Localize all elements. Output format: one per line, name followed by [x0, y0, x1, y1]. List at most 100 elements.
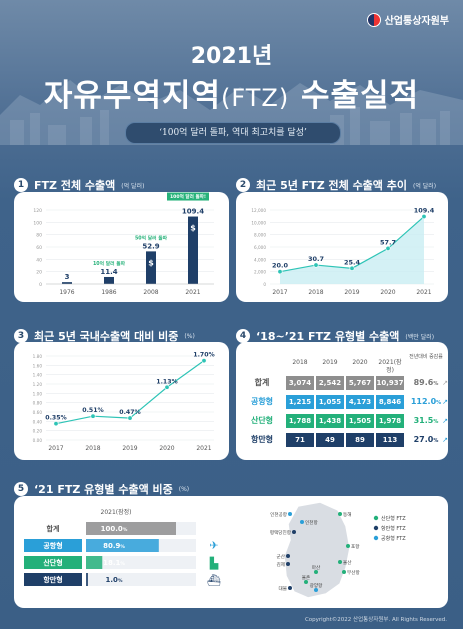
section-unit: (백만 달러) [405, 333, 435, 341]
section-title: ‘18~’21 FTZ 유형별 수출액 [256, 330, 400, 343]
map-marker [314, 588, 318, 592]
rate-unit: % [433, 438, 439, 444]
table-cell: 1,978 [376, 414, 404, 428]
y-tick-label: 20 [36, 270, 42, 276]
data-label: 30.7 [308, 255, 324, 263]
section-3-header: 3 최근 5년 국내수출액 대비 비중 (%) [14, 328, 195, 344]
bar [104, 276, 114, 284]
x-tick-label: 2008 [143, 289, 158, 296]
map-marker [342, 570, 346, 574]
map-label: 김제 [277, 561, 285, 568]
y-tick-label: 12,000 [251, 208, 266, 213]
annotation-text: 50억 달러 돌파 [135, 234, 168, 241]
rate-value: 31.5 [413, 416, 434, 425]
table-cell: 49 [316, 433, 344, 447]
annotation-badge [167, 192, 209, 201]
table-cell: 113 [376, 433, 404, 447]
row-label: 합계 [254, 378, 270, 387]
data-point [349, 265, 355, 271]
up-arrow-icon: ↗ [442, 436, 448, 444]
area-fill [280, 216, 424, 284]
y-tick-label: 1.60 [33, 363, 43, 368]
map-label: 부산항 [347, 569, 360, 576]
x-tick-label: 2020 [380, 289, 395, 296]
data-label: 18.1% [103, 559, 125, 567]
data-point [164, 384, 170, 390]
y-tick-label: 80 [36, 233, 42, 239]
row-label-bg [24, 556, 82, 569]
up-arrow-icon: ↗ [442, 398, 448, 406]
data-label: 11.4 [100, 268, 117, 276]
bar [188, 216, 198, 284]
rate-value: 27.0 [413, 435, 434, 444]
data-point [385, 245, 391, 251]
map-label: 포항 [351, 543, 360, 550]
y-tick-label: 6,000 [254, 245, 266, 250]
table-cell: 2,542 [316, 376, 344, 390]
data-label: 1.13% [156, 378, 177, 385]
x-tick-label: 2018 [85, 445, 100, 452]
bar-chart-ftz-exports: 0 20 40 60 80 100 120 3 1976 11.4 1986 52.9 2008 $109… [14, 192, 229, 302]
map-marker [304, 580, 308, 584]
data-point [201, 358, 207, 364]
y-tick-label: 1.80 [33, 354, 43, 359]
section-5-header: 5 ‘21 FTZ 유형별 수출액 비중 (%) [14, 481, 189, 497]
bar [62, 282, 72, 284]
row-label: 항만형 [43, 575, 62, 584]
subtitle: ‘100억 달러 돌파, 역대 최고치를 달성’ [125, 122, 341, 144]
area-chart-5yr-trend: 0 2,000 4,000 6,000 8,000 10,000 12,000 20.0 201… [236, 192, 448, 302]
data-point [53, 421, 59, 427]
taegeuk-icon [366, 12, 381, 27]
rate-cell: 112.0% [408, 395, 444, 410]
column-header: 2020 [352, 359, 368, 366]
section-2-header: 2 최근 5년 FTZ 전체 수출액 추이 (억 달러) [236, 177, 436, 193]
map-marker [286, 562, 290, 566]
y-tick-label: 0.60 [33, 410, 43, 415]
section-number: 3 [14, 329, 28, 343]
section-number: 4 [236, 329, 250, 343]
y-tick-label: 2,000 [254, 270, 266, 275]
bar [146, 251, 156, 284]
y-tick-label: 100 [33, 220, 42, 226]
table-cell: 1,055 [316, 395, 344, 409]
legend-label: 공항형 FTZ [381, 535, 406, 542]
table-cell: 71 [286, 433, 314, 447]
data-label: 1.0% [106, 576, 123, 584]
rate-value: 112.0 [410, 397, 437, 406]
map-label: 동해 [343, 511, 351, 518]
rate-value: 89.6 [413, 378, 434, 387]
map-label: 울산 [343, 559, 352, 566]
up-arrow-icon: ↗ [442, 417, 448, 425]
map-label: 율촌 [302, 574, 310, 581]
x-tick-label: 2020 [159, 445, 174, 452]
rate-cell: 89.6% [408, 376, 444, 391]
y-tick-label: 0 [39, 282, 42, 288]
bar-track [86, 556, 196, 569]
row-label-bg [24, 539, 82, 552]
table-cell: 1,505 [346, 414, 374, 428]
year-title: 2021년 [190, 44, 273, 69]
table-cell: 1,438 [316, 414, 344, 428]
rate-unit: % [433, 419, 439, 425]
bar-track [86, 573, 196, 586]
data-label: 20.0 [272, 262, 289, 270]
section-number: 2 [236, 178, 250, 192]
main-title-a: 자유무역지역 [43, 78, 222, 114]
map-label: 군산 [277, 553, 286, 560]
section-title: 최근 5년 FTZ 전체 수출액 추이 [256, 179, 407, 192]
data-label: 0.51% [82, 407, 103, 414]
table-cell: 5,767 [346, 376, 374, 390]
data-point [421, 214, 427, 220]
legend-label: 산단형 FTZ [381, 515, 406, 522]
y-tick-label: 4,000 [254, 257, 266, 262]
row-label: 산단형 [250, 416, 274, 425]
main-title: 자유무역지역(FTZ) 수출실적 [0, 70, 463, 115]
annotation-text: 100억 달러 돌파! [170, 193, 206, 200]
table-cell: 1,215 [286, 395, 314, 409]
row-label: 공항형 [250, 397, 274, 406]
column-header: 2021(잠정) [378, 359, 402, 374]
city-skyline-illustration [0, 80, 463, 145]
rate-cell: 27.0% [408, 433, 444, 448]
ministry-name: 산업통상자원부 [384, 16, 449, 27]
